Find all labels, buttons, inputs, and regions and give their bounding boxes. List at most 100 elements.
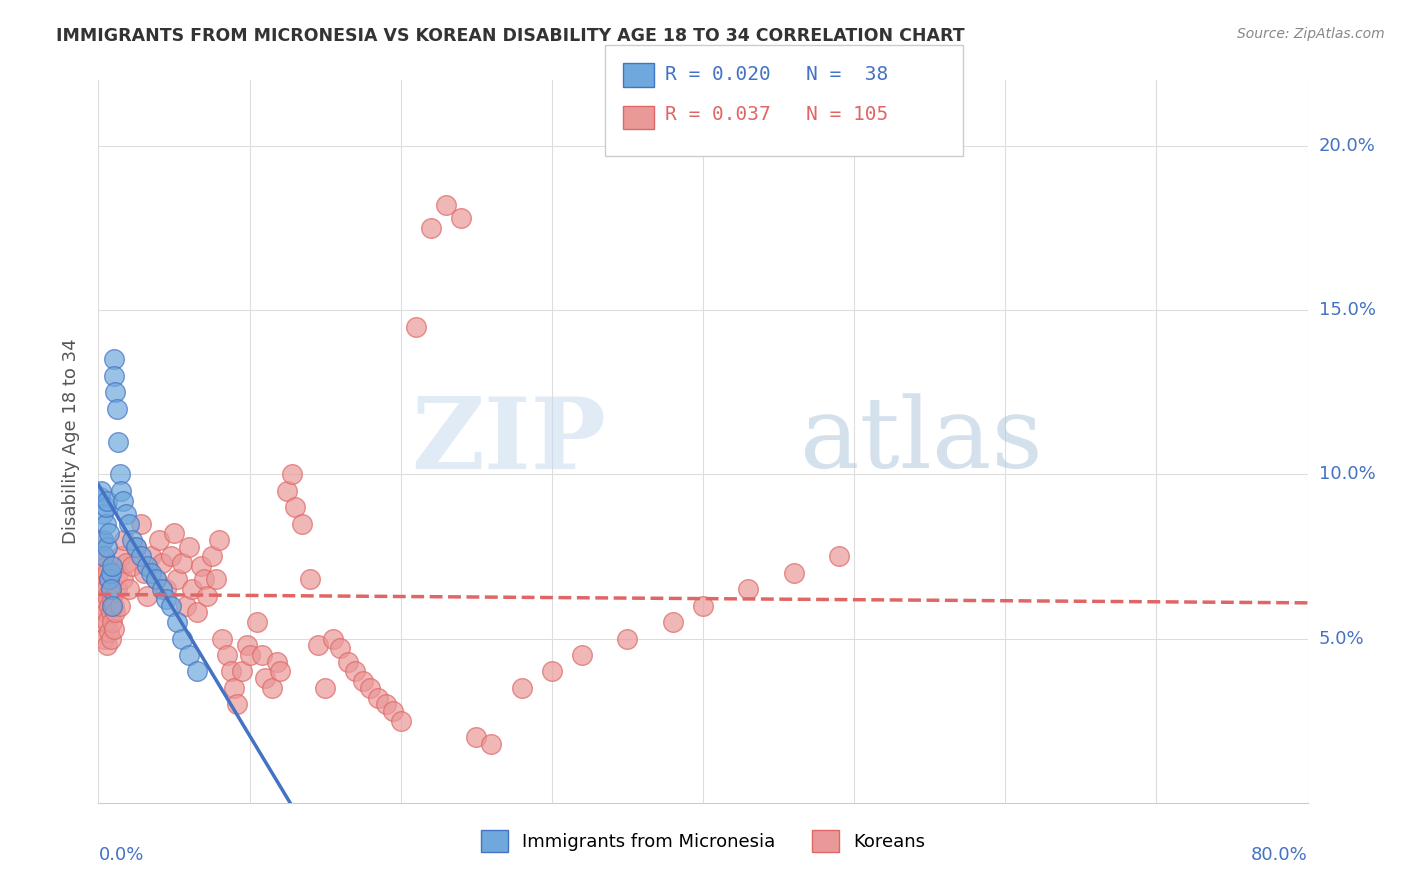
Point xyxy=(91,507,114,521)
Point xyxy=(269,665,291,679)
Point xyxy=(291,516,314,531)
Text: atlas: atlas xyxy=(800,393,1042,490)
Point xyxy=(314,681,336,695)
Text: 10.0%: 10.0% xyxy=(1319,466,1375,483)
Point xyxy=(344,665,367,679)
Point xyxy=(98,599,121,613)
Point xyxy=(103,352,125,367)
Point xyxy=(329,641,352,656)
Point xyxy=(141,549,163,564)
Point xyxy=(104,605,127,619)
Point xyxy=(100,605,122,619)
Point xyxy=(420,221,443,235)
Text: Source: ZipAtlas.com: Source: ZipAtlas.com xyxy=(1237,27,1385,41)
Point xyxy=(121,533,143,547)
Point xyxy=(145,573,167,587)
Point xyxy=(163,526,186,541)
Point xyxy=(100,566,122,580)
Legend: Immigrants from Micronesia, Koreans: Immigrants from Micronesia, Koreans xyxy=(474,822,932,859)
Point xyxy=(135,589,157,603)
Point xyxy=(98,573,121,587)
Point xyxy=(105,401,128,416)
Point xyxy=(352,674,374,689)
Point xyxy=(110,483,132,498)
Point xyxy=(101,615,124,630)
Point xyxy=(105,582,128,597)
Point xyxy=(89,549,111,564)
Point xyxy=(205,573,228,587)
Point xyxy=(166,615,188,630)
Point xyxy=(93,549,115,564)
Point xyxy=(91,615,114,630)
Point xyxy=(155,582,177,597)
Point xyxy=(299,573,322,587)
Point xyxy=(783,566,806,580)
Point xyxy=(94,516,117,531)
Point xyxy=(98,526,121,541)
Point xyxy=(129,516,152,531)
Point xyxy=(93,549,115,564)
Point xyxy=(201,549,224,564)
Point xyxy=(389,714,412,728)
Point xyxy=(110,549,132,564)
Point xyxy=(145,573,167,587)
Point xyxy=(235,638,257,652)
Point xyxy=(103,368,125,383)
Point xyxy=(90,566,112,580)
Point xyxy=(107,566,129,580)
Point xyxy=(692,599,714,613)
Point xyxy=(103,622,125,636)
Point xyxy=(215,648,238,662)
Point xyxy=(307,638,329,652)
Point xyxy=(96,615,118,630)
Text: R = 0.020   N =  38: R = 0.020 N = 38 xyxy=(665,65,889,84)
Point xyxy=(571,648,593,662)
Point xyxy=(193,573,215,587)
Point xyxy=(94,559,117,574)
Text: IMMIGRANTS FROM MICRONESIA VS KOREAN DISABILITY AGE 18 TO 34 CORRELATION CHART: IMMIGRANTS FROM MICRONESIA VS KOREAN DIS… xyxy=(56,27,965,45)
Point xyxy=(96,638,118,652)
Point xyxy=(89,491,111,505)
Point xyxy=(108,599,131,613)
Point xyxy=(374,698,396,712)
Point xyxy=(382,704,405,718)
Point xyxy=(336,655,359,669)
Point xyxy=(481,737,503,751)
Point xyxy=(150,582,173,597)
Point xyxy=(111,573,134,587)
Point xyxy=(96,589,118,603)
Point xyxy=(281,467,304,482)
Point xyxy=(111,493,134,508)
Point xyxy=(616,632,638,646)
Point xyxy=(231,665,253,679)
Point xyxy=(405,319,427,334)
Point xyxy=(100,582,122,597)
Point xyxy=(190,559,212,574)
Point xyxy=(94,500,117,515)
Point xyxy=(96,493,118,508)
Point xyxy=(148,533,170,547)
Point xyxy=(224,681,246,695)
Point xyxy=(100,582,122,597)
Point xyxy=(141,566,163,580)
Point xyxy=(322,632,344,646)
Point xyxy=(93,573,115,587)
Point xyxy=(114,556,136,570)
Point xyxy=(284,500,307,515)
Point xyxy=(211,632,233,646)
Text: 0.0%: 0.0% xyxy=(98,847,143,864)
Point xyxy=(246,615,269,630)
Point xyxy=(101,592,124,607)
Point xyxy=(226,698,249,712)
Point xyxy=(101,599,124,613)
Text: 5.0%: 5.0% xyxy=(1319,630,1364,648)
Point xyxy=(98,573,121,587)
Point xyxy=(96,566,118,580)
Point xyxy=(125,540,148,554)
Point xyxy=(90,483,112,498)
Point xyxy=(91,533,114,547)
Point xyxy=(262,681,284,695)
Point xyxy=(107,434,129,449)
Point xyxy=(129,549,152,564)
Point xyxy=(266,655,288,669)
